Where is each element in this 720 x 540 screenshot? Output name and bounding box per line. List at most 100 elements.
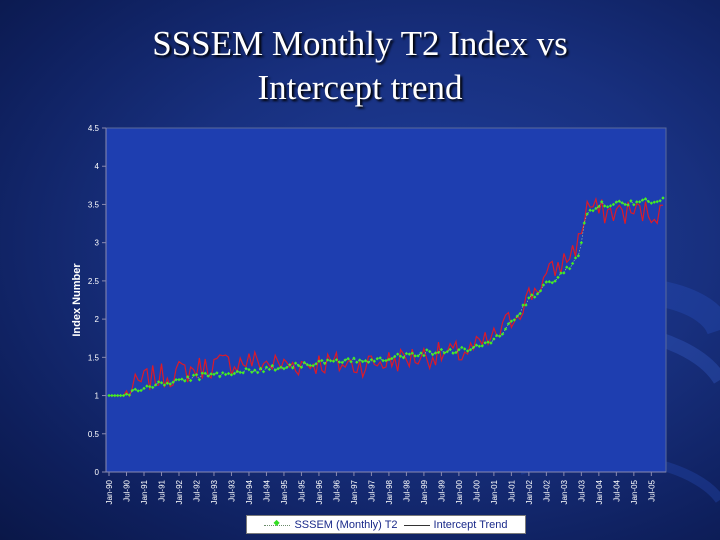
index-point <box>253 368 257 372</box>
index-point <box>509 319 514 323</box>
index-point <box>471 345 476 350</box>
index-point <box>640 198 645 202</box>
index-point <box>585 212 589 216</box>
x-tick-label: Jul-02 <box>542 479 551 501</box>
index-point <box>276 366 280 371</box>
index-point <box>570 261 575 266</box>
legend-item-index: SSSEM (Monthly) T2 <box>264 518 398 531</box>
index-point <box>602 204 607 208</box>
y-tick-label: 2.5 <box>88 277 100 286</box>
index-point <box>518 311 522 316</box>
index-point <box>270 363 274 368</box>
index-point <box>533 295 537 299</box>
index-point <box>425 348 429 352</box>
index-point <box>360 359 365 364</box>
trend-line <box>109 196 664 398</box>
index-point <box>299 365 304 369</box>
index-point <box>229 373 234 377</box>
index-point <box>559 271 563 275</box>
x-tick-label: Jan-99 <box>420 479 429 504</box>
index-point <box>139 388 143 393</box>
index-point <box>439 347 444 352</box>
index-point <box>145 384 149 388</box>
x-tick-label: Jan-03 <box>560 479 569 504</box>
index-point <box>156 380 161 384</box>
index-point <box>369 358 374 362</box>
index-point <box>445 349 449 354</box>
index-point <box>127 393 132 397</box>
index-point <box>116 393 120 398</box>
index-point <box>474 343 479 347</box>
index-point <box>591 208 595 213</box>
index-point <box>652 200 656 204</box>
index-point <box>629 199 633 203</box>
index-point <box>194 373 199 377</box>
x-tick-label: Jul-98 <box>402 479 411 501</box>
index-point <box>168 382 172 386</box>
index-point <box>600 200 604 204</box>
y-tick-label: 2 <box>95 315 100 324</box>
index-point <box>226 371 231 376</box>
index-point <box>393 354 397 359</box>
index-point <box>632 202 636 207</box>
x-tick-label: Jul-04 <box>612 479 621 501</box>
index-point <box>197 377 202 382</box>
index-point <box>261 369 266 374</box>
index-point <box>451 351 455 355</box>
index-point <box>121 393 126 398</box>
x-tick-label: Jul-91 <box>157 479 166 501</box>
index-point <box>381 358 385 363</box>
index-point <box>626 203 630 207</box>
index-point <box>148 384 152 389</box>
x-tick-label: Jan-91 <box>140 479 149 504</box>
index-point <box>282 366 286 371</box>
index-point <box>524 303 528 307</box>
y-tick-label: 3.5 <box>88 200 100 209</box>
index-point <box>655 199 659 204</box>
index-point <box>495 333 499 338</box>
index-point <box>320 358 324 363</box>
series-intercept-trend <box>109 196 664 398</box>
index-point <box>232 371 237 376</box>
index-point <box>428 349 432 354</box>
x-tick-label: Jul-92 <box>192 479 201 501</box>
index-point <box>401 355 406 360</box>
index-point <box>573 256 578 260</box>
x-tick-label: Jul-99 <box>437 479 446 501</box>
y-tick-label: 3 <box>95 239 100 248</box>
slide-title-line-2: Intercept trend <box>257 68 463 107</box>
x-tick-label: Jan-02 <box>525 479 534 504</box>
index-point <box>244 366 248 371</box>
index-point <box>579 241 584 245</box>
index-point <box>302 360 307 365</box>
x-tick-label: Jan-01 <box>490 479 499 504</box>
index-point <box>535 292 540 296</box>
index-point <box>305 362 309 367</box>
index-point <box>661 196 665 200</box>
x-tick-label: Jan-96 <box>315 479 324 504</box>
index-point <box>372 359 377 363</box>
legend-swatch-trend <box>403 521 430 529</box>
index-point <box>419 351 423 355</box>
index-point <box>553 279 557 283</box>
index-point <box>486 340 490 344</box>
index-point <box>151 385 155 390</box>
index-point <box>620 201 624 205</box>
index-point <box>442 351 447 355</box>
index-point <box>221 371 225 375</box>
index-point <box>521 303 525 307</box>
y-tick-label: 1.5 <box>88 353 100 362</box>
index-point <box>363 358 368 363</box>
index-point <box>203 371 207 376</box>
index-point <box>171 380 175 384</box>
index-point <box>241 371 245 375</box>
x-tick-label: Jan-04 <box>595 479 604 504</box>
index-point <box>643 197 648 201</box>
index-point <box>223 372 228 377</box>
index-point <box>290 366 295 370</box>
x-tick-label: Jan-97 <box>350 479 359 504</box>
index-point <box>565 265 569 269</box>
index-point <box>142 386 146 391</box>
index-point <box>247 367 251 372</box>
index-point <box>358 358 362 362</box>
